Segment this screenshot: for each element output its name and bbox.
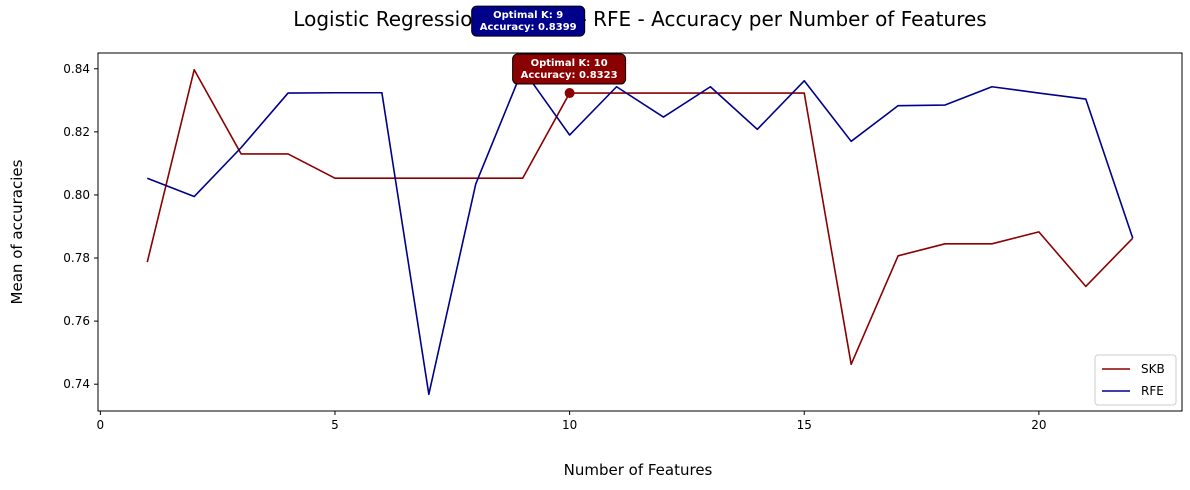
x-tick-label: 5 <box>331 418 339 432</box>
legend-label-rfe: RFE <box>1141 384 1164 398</box>
legend-box <box>1094 354 1177 406</box>
annotation-accuracy-skb: Accuracy: 0.8323 <box>521 70 618 81</box>
optimal-point-skb <box>564 88 575 99</box>
x-axis: 0 5 10 15 20 <box>97 411 1047 432</box>
annotation-accuracy-rfe: Accuracy: 0.8399 <box>480 22 577 33</box>
y-tick-label: 0.84 <box>63 62 90 76</box>
x-tick-label: 0 <box>97 418 105 432</box>
series-line-rfe <box>146 68 1134 396</box>
x-tick-label: 20 <box>1031 418 1046 432</box>
series-layer <box>146 68 1134 396</box>
annotation-box-skb <box>512 53 627 85</box>
plot-area <box>97 52 1183 412</box>
series-line-skb <box>146 68 1134 366</box>
y-axis: 0.74 0.76 0.78 0.80 0.82 0.84 <box>63 62 98 391</box>
y-tick-label: 0.76 <box>63 314 90 328</box>
annotation-k-rfe: Optimal K: 9 <box>493 10 563 21</box>
x-tick-label: 15 <box>797 418 812 432</box>
y-tick-label: 0.74 <box>63 377 90 391</box>
legend: SKB RFE <box>1094 354 1177 406</box>
x-axis-title: Number of Features <box>564 461 713 479</box>
y-tick-label: 0.78 <box>63 251 90 265</box>
x-tick-label: 10 <box>562 418 577 432</box>
y-axis-title: Mean of accuracies <box>8 159 26 304</box>
chart-title: Logistic Regression - SKB vs - RFE - Acc… <box>293 7 986 31</box>
y-tick-label: 0.82 <box>63 125 90 139</box>
y-tick-label: 0.80 <box>63 188 90 202</box>
annotation-box-rfe <box>471 5 586 37</box>
annotation-k-skb: Optimal K: 10 <box>531 58 608 69</box>
plot-frame <box>97 52 1183 412</box>
legend-label-skb: SKB <box>1141 362 1165 376</box>
